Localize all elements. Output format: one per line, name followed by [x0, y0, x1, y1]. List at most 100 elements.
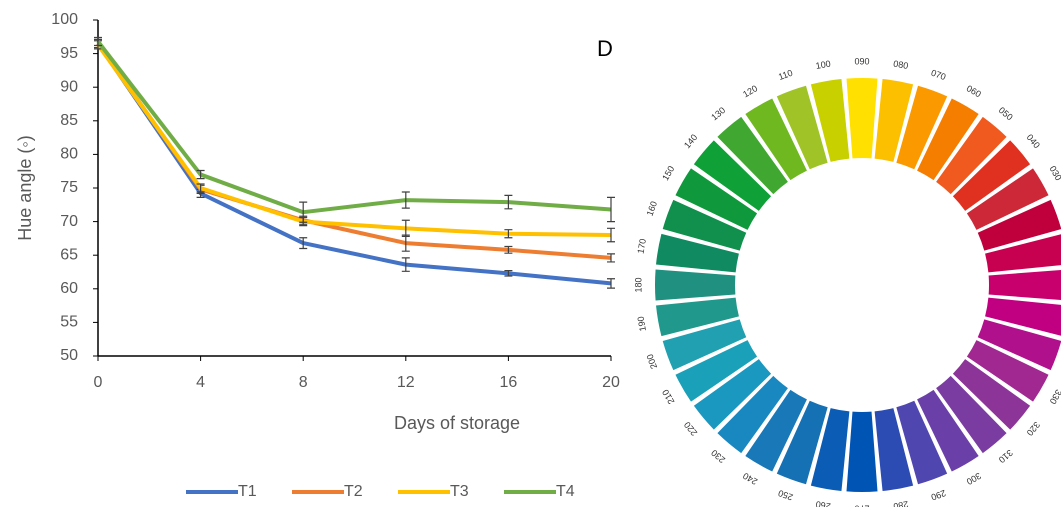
x-tick-label: 0 — [94, 374, 103, 391]
hue-segment — [656, 233, 739, 273]
hue-segment — [846, 411, 878, 492]
series-line — [96, 40, 612, 215]
y-tick-label: 75 — [60, 179, 78, 196]
error-bar — [401, 257, 410, 272]
hue-label: 150 — [660, 164, 676, 182]
x-tick-label: 4 — [196, 374, 205, 391]
hue-segment — [874, 408, 914, 491]
hue-segment — [745, 98, 807, 181]
hue-segment — [675, 340, 758, 402]
hue-segment — [936, 375, 1007, 454]
error-bar — [607, 227, 615, 243]
hue-label: 330 — [1048, 388, 1061, 406]
hue-segment — [655, 269, 736, 301]
hue-label: 070 — [930, 68, 948, 83]
hue-segment — [776, 400, 828, 485]
y-tick-label: 60 — [60, 280, 78, 297]
hue-label: 210 — [660, 388, 676, 406]
error-bar — [401, 219, 410, 237]
hue-segment — [917, 389, 979, 472]
hue-segment — [917, 98, 979, 181]
hue-segment — [952, 140, 1031, 211]
hue-segment — [810, 79, 850, 162]
hue-label: 230 — [709, 448, 727, 465]
hue-label: 050 — [997, 105, 1015, 122]
y-axis-label: Hue angle (◦) — [15, 135, 35, 240]
hue-label: 270 — [854, 504, 869, 507]
hue-segment — [874, 79, 914, 162]
hue-label: 190 — [636, 316, 648, 333]
hue-segment — [966, 340, 1049, 402]
hue-label: 160 — [645, 200, 660, 218]
hue-segment — [966, 168, 1049, 230]
hue-segment — [656, 297, 739, 337]
hue-label: 310 — [997, 448, 1015, 465]
hue-segment — [896, 85, 948, 170]
y-tick-label: 100 — [51, 11, 78, 28]
annotation: D — [597, 36, 613, 61]
hue-segment — [693, 140, 772, 211]
hue-label: 090 — [854, 56, 869, 66]
hue-segment — [977, 199, 1061, 251]
hue-label: 080 — [893, 59, 910, 71]
x-tick-label: 12 — [397, 374, 415, 391]
x-tick-label: 20 — [602, 374, 620, 391]
hue-segment — [675, 168, 758, 230]
hue-label: 300 — [965, 471, 983, 487]
error-bar — [607, 278, 615, 289]
error-bar — [504, 194, 513, 210]
hue-segment — [810, 408, 850, 491]
hue-segment — [952, 359, 1031, 430]
hue-label: 130 — [709, 105, 727, 122]
hue-label: 200 — [645, 353, 660, 371]
hue-segment — [846, 78, 878, 159]
hue-label: 290 — [930, 488, 948, 503]
hue-label: 100 — [815, 59, 832, 71]
legend-label: T3 — [450, 483, 469, 500]
y-tick-label: 95 — [60, 45, 78, 62]
hue-label: 250 — [777, 488, 795, 503]
hue-label: 030 — [1048, 164, 1061, 182]
hue-label: 060 — [965, 83, 983, 99]
series-line — [96, 43, 612, 238]
error-bar — [504, 270, 513, 277]
hue-label: 260 — [815, 499, 832, 507]
hue-label: 180 — [633, 277, 643, 292]
y-tick-label: 65 — [60, 246, 78, 263]
legend-label: T4 — [556, 483, 575, 500]
hue-segment — [988, 270, 1061, 300]
series-line — [96, 42, 612, 286]
legend-label: T2 — [344, 483, 363, 500]
error-bar — [94, 36, 102, 47]
hue-label: 280 — [893, 499, 910, 507]
legend-label: T1 — [238, 483, 257, 500]
hue-label: 240 — [741, 471, 759, 487]
y-tick-label: 85 — [60, 112, 78, 129]
error-bar — [401, 191, 410, 209]
hue-label: 220 — [682, 420, 699, 438]
hue-segment — [896, 400, 948, 485]
error-bar — [504, 229, 513, 239]
error-bar — [299, 237, 308, 250]
y-tick-label: 50 — [60, 347, 78, 364]
error-bar — [196, 169, 205, 180]
x-tick-label: 16 — [500, 374, 518, 391]
hue-segment — [717, 375, 788, 454]
error-bar — [607, 253, 615, 263]
error-bar — [504, 245, 513, 254]
hue-label: 120 — [741, 83, 759, 99]
y-tick-label: 90 — [60, 78, 78, 95]
error-bar — [299, 201, 308, 223]
hue-segment — [977, 319, 1061, 371]
x-tick-label: 8 — [299, 374, 308, 391]
x-axis-label: Days of storage — [394, 413, 520, 433]
error-bar — [196, 183, 205, 193]
y-tick-label: 70 — [60, 213, 78, 230]
hue-segment — [662, 199, 747, 251]
hue-label: 140 — [682, 132, 699, 150]
hue-label: 170 — [636, 238, 648, 255]
hue-segment — [936, 116, 1007, 195]
error-bar — [607, 196, 615, 223]
hue-segment — [717, 116, 788, 195]
